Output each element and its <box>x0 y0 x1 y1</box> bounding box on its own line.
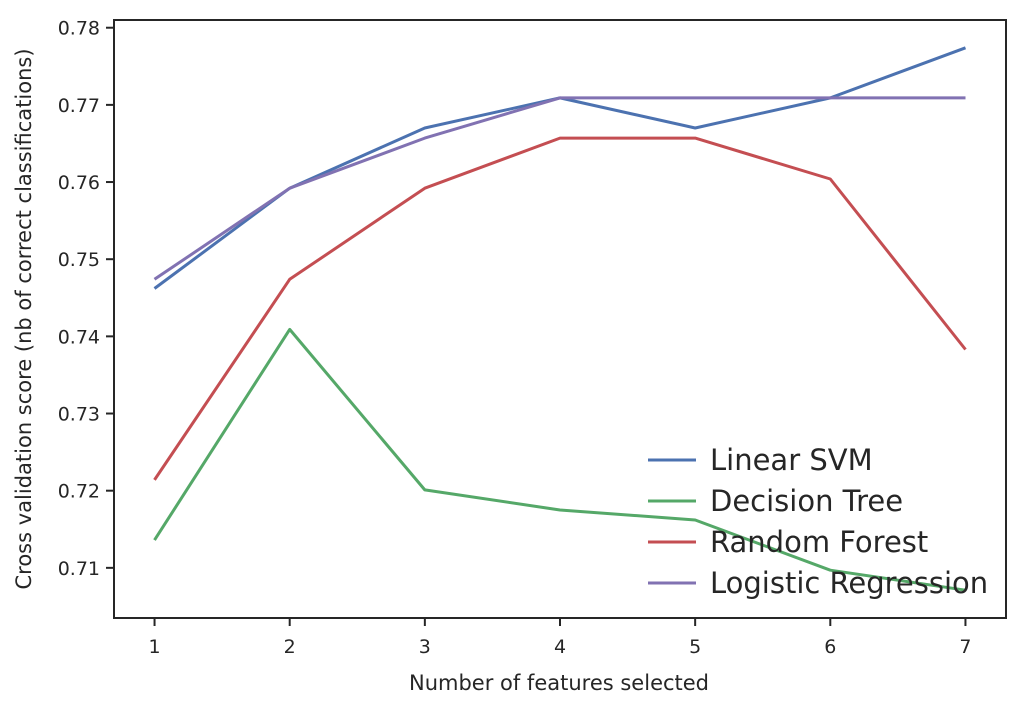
legend-entry: Linear SVM <box>710 443 873 477</box>
x-tick-label: 1 <box>148 636 160 658</box>
x-tick-label: 3 <box>419 636 431 658</box>
y-tick-label: 0.71 <box>58 558 100 580</box>
legend-entry: Logistic Regression <box>710 566 988 600</box>
y-tick-label: 0.77 <box>58 95 100 117</box>
series-line-random-forest <box>153 136 967 481</box>
y-tick-label: 0.74 <box>58 326 100 348</box>
y-tick-label: 0.73 <box>58 404 100 426</box>
legend-entry: Random Forest <box>710 525 928 559</box>
y-tick-label: 0.76 <box>58 172 100 194</box>
x-tick-label: 7 <box>959 636 971 658</box>
y-tick-label: 0.75 <box>58 249 100 271</box>
legend-entry: Decision Tree <box>710 484 903 518</box>
plot-frame <box>113 19 1007 619</box>
x-tick-label: 2 <box>284 636 296 658</box>
y-axis-label: Cross validation score (nb of correct cl… <box>12 48 36 589</box>
x-axis-label: Number of features selected <box>409 671 709 695</box>
y-axis-ticks: 0.71 0.72 0.73 0.74 0.75 0.76 0.77 0.78 <box>58 18 114 580</box>
series-line-logistic-regression <box>153 96 966 281</box>
series-lines <box>153 46 967 592</box>
x-tick-label: 5 <box>689 636 701 658</box>
x-tick-label: 6 <box>824 636 836 658</box>
series-line-decision-tree <box>153 327 966 592</box>
x-tick-label: 4 <box>554 636 566 658</box>
legend: Linear SVM Decision Tree Random Forest Logi… <box>648 443 988 600</box>
y-tick-label: 0.78 <box>58 18 100 40</box>
x-axis-ticks: 1 2 3 4 5 6 7 <box>148 618 972 658</box>
y-tick-label: 0.72 <box>58 481 100 503</box>
